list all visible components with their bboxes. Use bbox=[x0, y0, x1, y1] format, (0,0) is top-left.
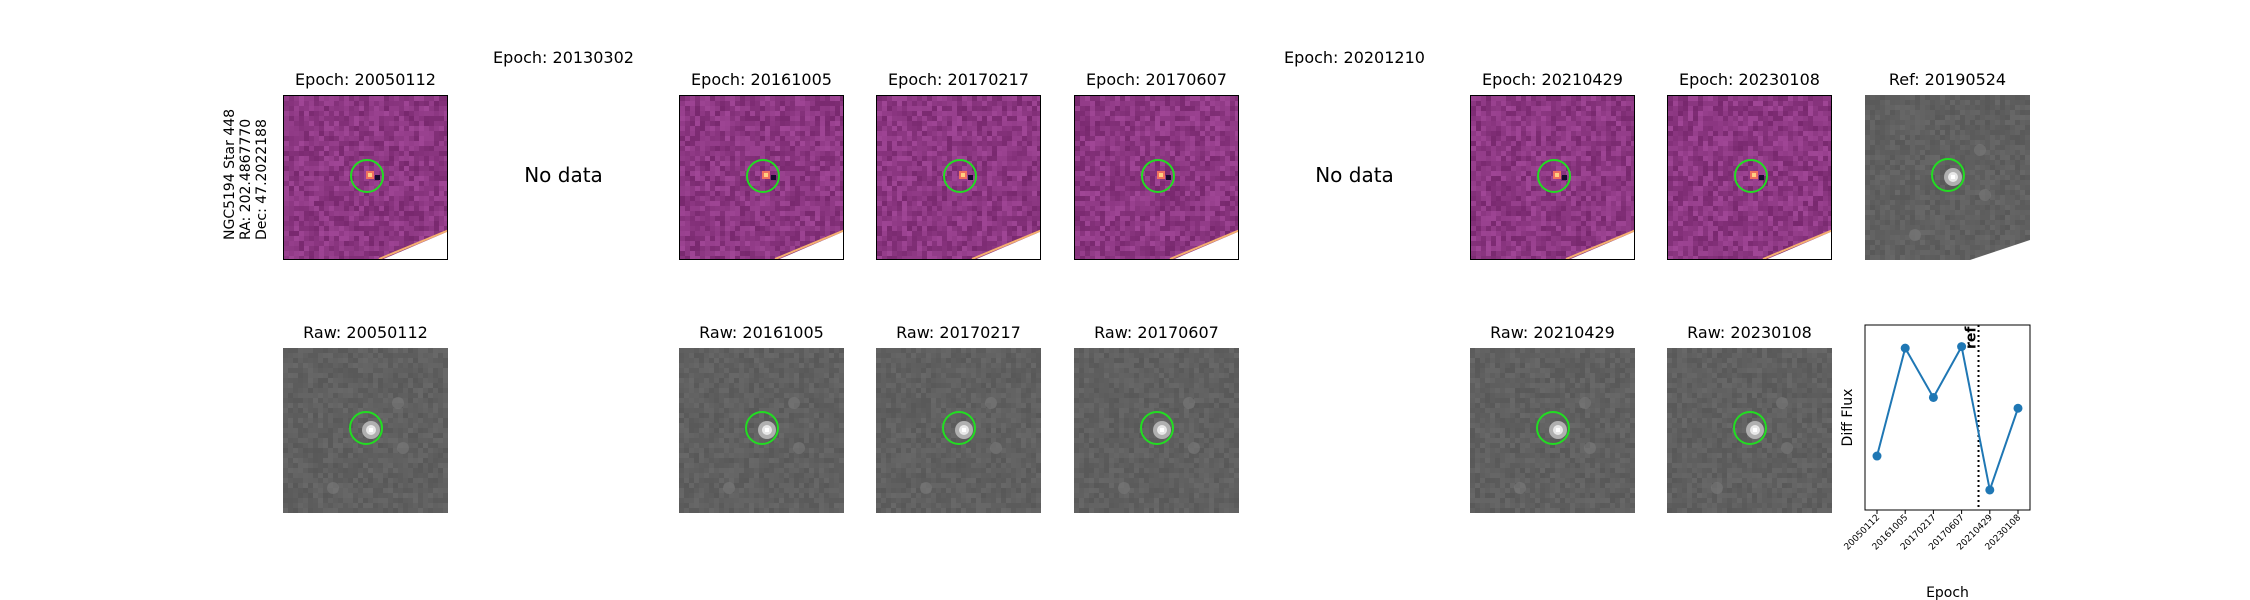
raw-image bbox=[1470, 348, 1635, 513]
ref-label: ref bbox=[1964, 326, 1980, 349]
series-line bbox=[1876, 343, 2019, 494]
y-axis-label: Diff Flux bbox=[1840, 389, 1856, 447]
raw-image bbox=[1074, 348, 1239, 513]
x-axis-label: Epoch bbox=[1926, 585, 1969, 600]
diff-panel-title: Epoch: 20161005 bbox=[691, 70, 832, 89]
no-data-label: No data bbox=[524, 163, 603, 187]
data-point bbox=[1985, 485, 1995, 495]
diff-panel-title: Epoch: 20201210 bbox=[1284, 48, 1425, 67]
diff-panel-title: Epoch: 20170217 bbox=[888, 70, 1029, 89]
raw-panel-title: Raw: 20161005 bbox=[699, 323, 824, 342]
data-point bbox=[1900, 343, 1910, 353]
data-point bbox=[1872, 451, 1882, 461]
diff-panel-title: Ref: 20190524 bbox=[1888, 70, 2007, 89]
diff-panel-title: Epoch: 20170607 bbox=[1086, 70, 1227, 89]
raw-panel-title: Raw: 20230108 bbox=[1687, 323, 1812, 342]
data-point bbox=[1928, 392, 1938, 402]
diff-panel-title: Epoch: 20210429 bbox=[1482, 70, 1623, 89]
difference-image bbox=[1667, 95, 1832, 260]
difference-image bbox=[1470, 95, 1635, 260]
difference-image bbox=[1074, 95, 1239, 260]
raw-image bbox=[283, 348, 448, 513]
data-point bbox=[2013, 403, 2023, 413]
raw-panel-title: Raw: 20170217 bbox=[896, 323, 1021, 342]
difference-image bbox=[679, 95, 844, 260]
reference-image bbox=[1865, 95, 2030, 260]
difference-image bbox=[876, 95, 1041, 260]
chart-frame bbox=[1864, 324, 2031, 511]
diff-panel-title: Epoch: 20230108 bbox=[1679, 70, 1820, 89]
no-data-label: No data bbox=[1315, 163, 1394, 187]
raw-panel-title: Raw: 20170607 bbox=[1094, 323, 1219, 342]
raw-panel-title: Raw: 20210429 bbox=[1490, 323, 1615, 342]
raw-panel-title: Raw: 20050112 bbox=[303, 323, 428, 342]
raw-image bbox=[679, 348, 844, 513]
raw-image bbox=[876, 348, 1041, 513]
diff-panel-title: Epoch: 20130302 bbox=[493, 48, 634, 67]
diff-panel-title: Epoch: 20050112 bbox=[295, 70, 436, 89]
difference-image bbox=[283, 95, 448, 260]
data-point bbox=[1957, 342, 1967, 352]
raw-image bbox=[1667, 348, 1832, 513]
